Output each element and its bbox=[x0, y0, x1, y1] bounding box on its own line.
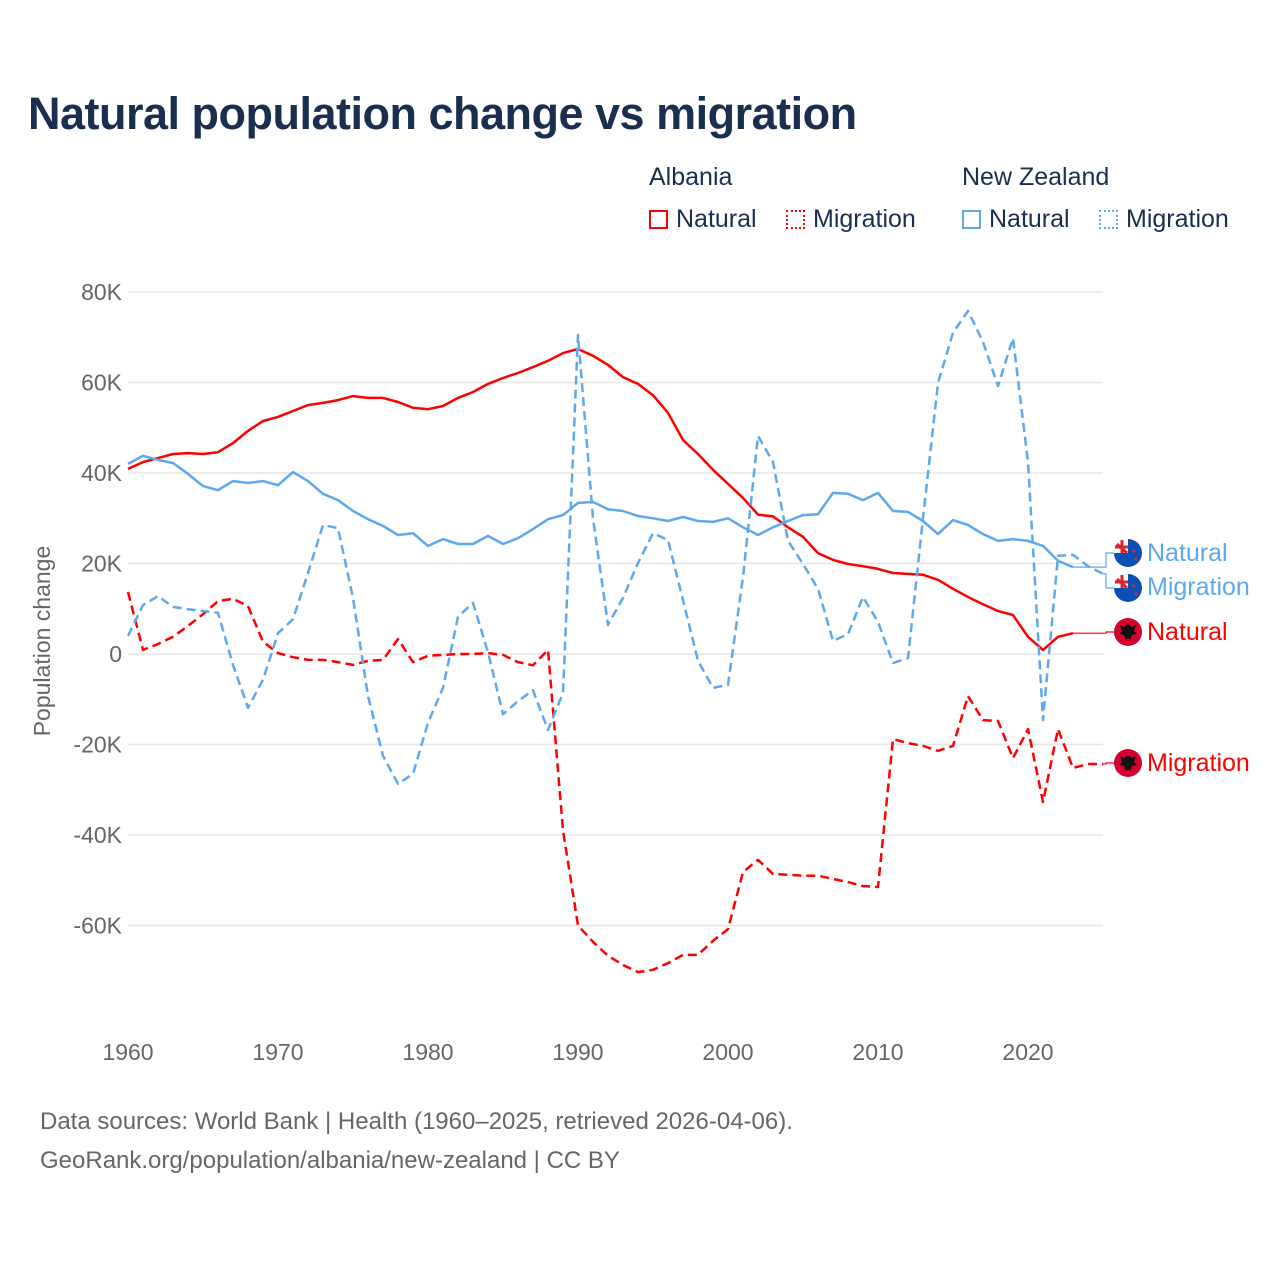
x-tick-label: 2000 bbox=[702, 1039, 753, 1065]
footer-link[interactable]: GeoRank.org/population/albania/new-zeala… bbox=[40, 1147, 620, 1174]
albania-flag-icon bbox=[1114, 618, 1142, 646]
y-tick-label: 0 bbox=[109, 641, 122, 667]
legend-group-albania: Albania bbox=[649, 163, 733, 191]
end-label-text: Natural bbox=[1147, 618, 1228, 646]
legend-label: Migration bbox=[1126, 205, 1229, 233]
end-label-connector bbox=[1073, 552, 1114, 568]
y-tick-label: 40K bbox=[81, 460, 123, 486]
legend-swatch-solid-blue bbox=[962, 210, 981, 229]
x-tick-label: 2020 bbox=[1002, 1039, 1053, 1065]
legend-albania-migration[interactable]: Migration bbox=[786, 205, 916, 234]
end-label-nz-natural: Natural bbox=[1114, 539, 1228, 567]
x-tick-label: 2010 bbox=[852, 1039, 903, 1065]
end-label-albania-migration: Migration bbox=[1114, 749, 1250, 777]
legend-swatch-solid-red bbox=[649, 210, 668, 229]
x-tick-label: 1970 bbox=[252, 1039, 303, 1065]
new-zealand-flag-icon bbox=[1114, 574, 1142, 602]
y-axis-label: Population change bbox=[29, 546, 55, 737]
y-tick-label: -20K bbox=[73, 732, 122, 758]
legend-swatch-dotted-blue bbox=[1099, 210, 1118, 229]
legend-albania-natural[interactable]: Natural bbox=[649, 205, 757, 234]
legend-nz-natural[interactable]: Natural bbox=[962, 205, 1070, 234]
legend-label: Natural bbox=[989, 205, 1070, 233]
y-tick-label: 60K bbox=[81, 370, 123, 396]
x-tick-label: 1980 bbox=[402, 1039, 453, 1065]
new-zealand-flag-icon bbox=[1114, 539, 1142, 567]
end-label-text: Migration bbox=[1147, 749, 1250, 777]
legend-label: Natural bbox=[676, 205, 757, 233]
y-tick-label: -60K bbox=[73, 913, 122, 939]
end-label-nz-migration: Migration bbox=[1114, 573, 1250, 602]
x-tick-label: 1990 bbox=[552, 1039, 603, 1065]
series-line-albania-migration bbox=[126, 591, 1103, 974]
end-label-connector bbox=[1103, 573, 1114, 589]
y-tick-label: -40K bbox=[73, 822, 122, 848]
y-tick-label: 20K bbox=[81, 551, 123, 577]
series-line-new-zealand-migration bbox=[126, 309, 1104, 786]
legend-swatch-dotted-red bbox=[786, 210, 805, 229]
end-label-text: Natural bbox=[1147, 539, 1228, 567]
end-label-text: Migration bbox=[1147, 573, 1250, 601]
series-line-albania-natural bbox=[127, 347, 1074, 652]
footer-sources: Data sources: World Bank | Health (1960–… bbox=[40, 1108, 793, 1135]
end-label-connector bbox=[1073, 631, 1114, 634]
albania-flag-icon bbox=[1114, 749, 1142, 777]
series-line-new-zealand-natural bbox=[127, 454, 1074, 569]
end-label-connector bbox=[1103, 762, 1114, 765]
legend-group-new-zealand: New Zealand bbox=[962, 163, 1110, 191]
legend-nz-migration[interactable]: Migration bbox=[1099, 205, 1229, 234]
x-tick-label: 1960 bbox=[102, 1039, 153, 1065]
y-tick-label: 80K bbox=[81, 279, 123, 305]
chart-title: Natural population change vs migration bbox=[28, 88, 857, 139]
legend-label: Migration bbox=[813, 205, 916, 233]
end-label-albania-natural: Natural bbox=[1114, 618, 1228, 646]
